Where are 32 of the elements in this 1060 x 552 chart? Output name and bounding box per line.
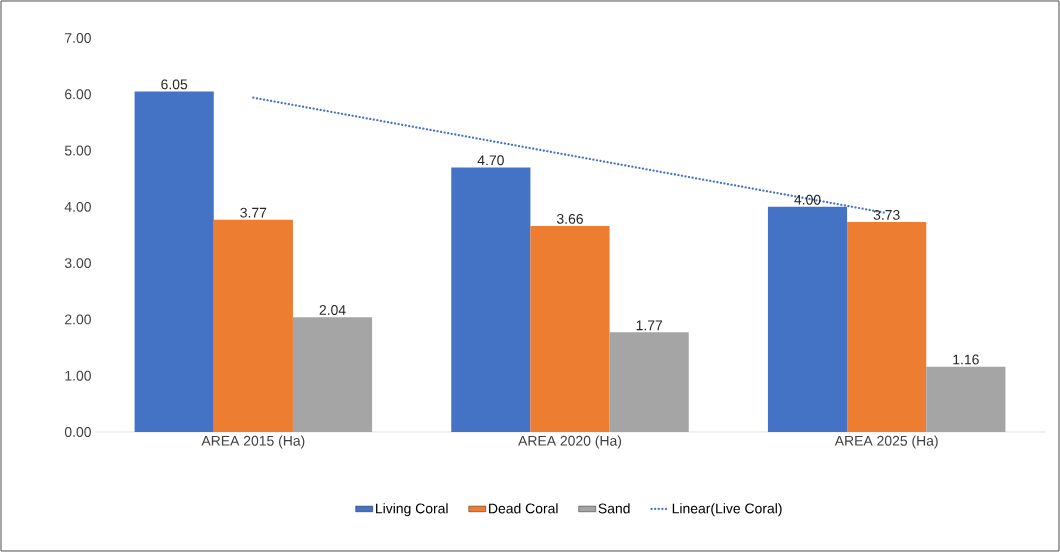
bar bbox=[847, 222, 927, 432]
data-label: 2.04 bbox=[319, 305, 346, 315]
y-tick-label: 7.00 bbox=[65, 33, 91, 43]
data-label: 3.66 bbox=[556, 213, 583, 224]
y-tick-label: 6.00 bbox=[65, 89, 91, 100]
legend-label: Linear(Live Coral) bbox=[672, 503, 782, 517]
y-tick-label: 2.00 bbox=[65, 314, 91, 325]
bar bbox=[134, 91, 214, 432]
data-label: 4.00 bbox=[794, 194, 821, 205]
x-tick-label: AREA 2025 (Ha) bbox=[834, 435, 938, 449]
y-tick-label: 4.00 bbox=[64, 201, 91, 212]
x-tick-label: AREA 2015 (Ha) bbox=[201, 435, 305, 449]
y-tick-label: 3.00 bbox=[64, 258, 91, 269]
legend-label: Sand bbox=[598, 503, 630, 514]
bar bbox=[926, 366, 1006, 432]
bar bbox=[292, 317, 373, 432]
y-tick-label: 1.00 bbox=[65, 370, 91, 381]
bar bbox=[213, 219, 293, 432]
legend-label: Dead Coral bbox=[489, 503, 558, 514]
data-label: 3.77 bbox=[240, 207, 267, 218]
legend-label: Living Coral bbox=[376, 503, 448, 517]
y-tick-label: 5.00 bbox=[64, 145, 91, 156]
data-label: 1.77 bbox=[636, 320, 663, 331]
bar bbox=[530, 225, 610, 432]
data-label: 6.05 bbox=[161, 79, 188, 90]
data-label: 3.73 bbox=[873, 209, 900, 220]
bar bbox=[609, 332, 689, 432]
bar bbox=[451, 167, 531, 432]
data-label: 4.70 bbox=[477, 155, 504, 166]
x-tick-label: AREA 2020 (Ha) bbox=[518, 435, 622, 449]
y-tick-label: 0.00 bbox=[64, 427, 91, 437]
data-label: 1.16 bbox=[953, 354, 979, 365]
